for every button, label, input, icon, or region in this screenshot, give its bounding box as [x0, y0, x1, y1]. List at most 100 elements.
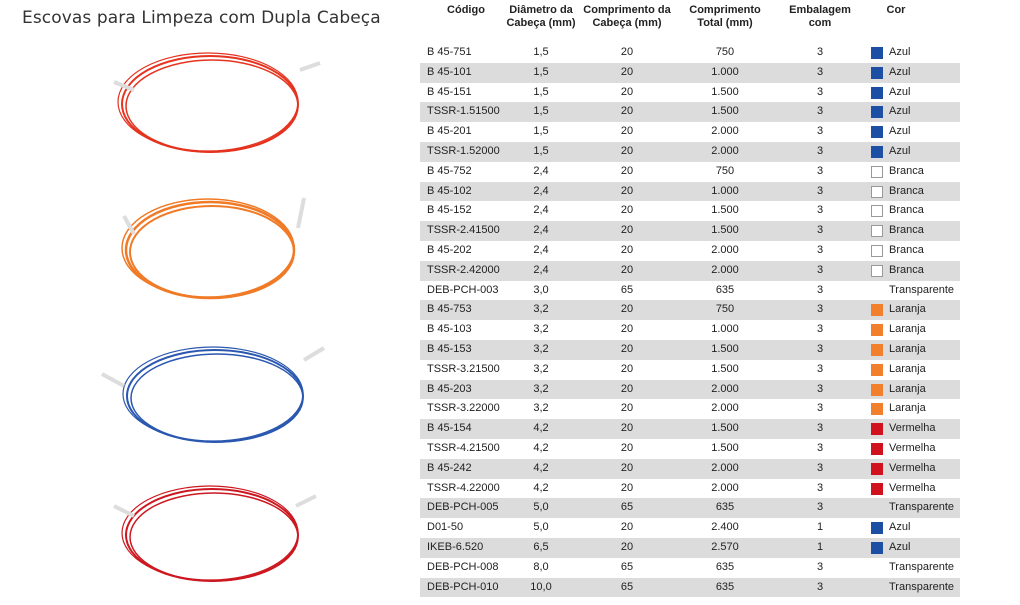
color-swatch [871, 86, 883, 99]
cell-color: Branca [889, 243, 924, 256]
cell-color: Branca [889, 224, 924, 237]
cell-head-length: 20 [620, 342, 634, 355]
color-swatch [871, 304, 883, 317]
cell-package: 3 [816, 224, 824, 237]
darkred-brush-coil [113, 485, 317, 582]
cell-color: Branca [889, 184, 924, 197]
cell-diameter: 5,0 [533, 521, 549, 534]
cell-total-length: 1.500 [711, 105, 739, 118]
cell-diameter: 2,4 [533, 243, 549, 256]
orange-brush-coil [121, 197, 306, 300]
cell-head-length: 20 [620, 144, 634, 157]
cell-total-length: 635 [715, 283, 735, 296]
cell-total-length: 2.000 [711, 243, 739, 256]
header-package: Embalagem com [772, 4, 868, 30]
cell-package: 3 [816, 125, 824, 138]
cell-head-length: 20 [620, 382, 634, 395]
cell-head-length: 20 [620, 362, 634, 375]
color-swatch [871, 363, 883, 376]
cell-code: B 45-203 [427, 382, 472, 395]
cell-diameter: 3,2 [533, 342, 549, 355]
cell-color: Azul [889, 105, 911, 118]
cell-total-length: 2.000 [711, 481, 739, 494]
cell-diameter: 1,5 [533, 85, 549, 98]
cell-diameter: 3,2 [533, 303, 549, 316]
cell-color: Branca [889, 164, 924, 177]
cell-color: Branca [889, 263, 924, 276]
table-header: Código Diâmetro da Cabeça (mm) Comprimen… [420, 4, 960, 44]
table-row: B 45-752 2,4 20 750 3 Branca [420, 162, 960, 182]
color-swatch [871, 324, 883, 337]
table-row: IKEB-6.520 6,5 20 2.570 1 Azul [420, 537, 960, 558]
cell-total-length: 1.500 [711, 224, 739, 237]
cell-total-length: 1.500 [711, 422, 739, 435]
table-row: TSSR-3.22000 3,2 20 2.000 3 Laranja [420, 399, 960, 419]
cell-code: IKEB-6.520 [427, 540, 484, 553]
color-swatch [871, 185, 883, 198]
cell-package: 3 [816, 184, 824, 197]
cell-total-length: 750 [715, 46, 735, 58]
cell-diameter: 2,4 [533, 204, 549, 217]
cell-diameter: 3,2 [533, 402, 549, 415]
cell-total-length: 1.500 [711, 204, 739, 217]
cell-color: Transparente [889, 580, 955, 593]
cell-diameter: 4,2 [533, 481, 549, 494]
table-row: DEB-PCH-008 8,0 65 635 3 Transparente [420, 558, 960, 578]
color-swatch [871, 225, 883, 238]
cell-package: 3 [816, 560, 824, 573]
color-swatch [871, 205, 883, 218]
table-row: B 45-103 3,2 20 1.000 3 Laranja [420, 320, 960, 340]
table-row: TSSR-4.22000 4,2 20 2.000 3 Vermelha [420, 479, 960, 499]
cell-package: 3 [816, 461, 824, 474]
table-row: B 45-751 1,5 20 750 3 Azul [420, 43, 960, 63]
cell-package: 3 [816, 243, 824, 256]
cell-code: B 45-242 [427, 461, 472, 474]
table-row: DEB-PCH-005 5,0 65 635 3 Transparente [420, 498, 960, 519]
cell-diameter: 5,0 [533, 501, 549, 514]
cell-color: Azul [889, 85, 911, 98]
cell-package: 3 [816, 303, 824, 316]
cell-color: Laranja [889, 323, 926, 336]
cell-color: Laranja [889, 382, 926, 395]
cell-color: Azul [889, 65, 911, 78]
cell-code: B 45-752 [427, 164, 472, 177]
cell-package: 1 [816, 521, 824, 534]
cell-color: Vermelha [889, 441, 936, 454]
cell-diameter: 2,4 [533, 164, 549, 177]
cell-package: 1 [816, 540, 824, 553]
table-row: TSSR-1.52000 1,5 20 2.000 3 Azul [420, 141, 960, 162]
table-row: D01-50 5,0 20 2.400 1 Azul [420, 518, 960, 538]
cell-head-length: 20 [620, 441, 634, 454]
color-swatch [871, 66, 883, 79]
cell-diameter: 3,2 [533, 362, 549, 375]
table-row: TSSR-3.21500 3,2 20 1.500 3 Laranja [420, 360, 960, 380]
cell-package: 3 [816, 283, 824, 296]
cell-color: Azul [889, 521, 911, 534]
cell-diameter: 10,0 [530, 580, 552, 593]
cell-package: 3 [816, 402, 824, 415]
cell-code: B 45-151 [427, 85, 472, 98]
cell-total-length: 2.000 [711, 461, 739, 474]
header-total-length-line2: Total (mm) [697, 17, 753, 29]
page-title: Escovas para Limpeza com Dupla Cabeça [22, 8, 381, 28]
cell-head-length: 20 [620, 164, 634, 177]
cell-total-length: 1.500 [711, 362, 739, 375]
header-head-length-line2: Cabeça (mm) [592, 17, 662, 29]
cell-code: B 45-753 [427, 303, 472, 316]
cell-total-length: 1.500 [711, 441, 739, 454]
cell-diameter: 2,4 [533, 224, 549, 237]
cell-head-length: 20 [620, 422, 634, 435]
cell-diameter: 4,2 [533, 422, 549, 435]
color-swatch [871, 383, 883, 396]
cell-total-length: 2.000 [711, 402, 739, 415]
cell-code: DEB-PCH-008 [427, 560, 499, 573]
color-swatch [871, 126, 883, 139]
cell-color: Vermelha [889, 422, 936, 435]
cell-total-length: 2.000 [711, 144, 739, 157]
header-package-line2: com [808, 17, 832, 29]
cell-code: TSSR-4.22000 [427, 481, 500, 494]
color-swatch [871, 403, 883, 416]
cell-code: TSSR-1.51500 [427, 105, 500, 118]
table-row: B 45-201 1,5 20 2.000 3 Azul [420, 122, 960, 142]
table-row: B 45-102 2,4 20 1.000 3 Branca [420, 181, 960, 202]
